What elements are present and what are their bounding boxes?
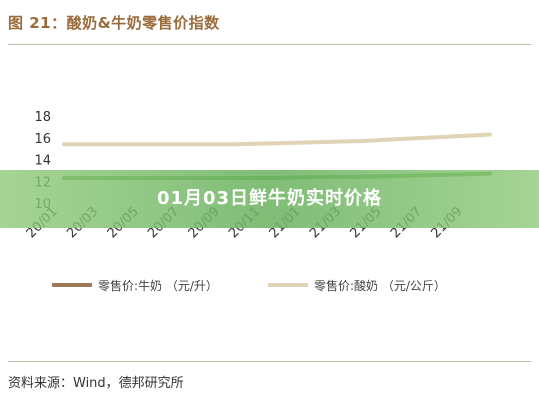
overlay-banner-text: 01月03日鲜牛奶实时价格: [156, 188, 383, 209]
y-tick-label: 16: [34, 132, 51, 147]
top-rule: [8, 44, 531, 45]
legend: 零售价:牛奶 （元/升） 零售价:酸奶 （元/公斤）: [52, 278, 446, 293]
legend-label-milk: 零售价:牛奶 （元/升）: [98, 278, 218, 293]
overlay-banner: [0, 170, 539, 228]
y-tick-label: 18: [34, 110, 51, 125]
series-line-yogurt: [62, 132, 492, 147]
bottom-rule: [8, 361, 531, 362]
legend-label-yogurt: 零售价:酸奶 （元/公斤）: [314, 278, 446, 293]
y-tick-label: 14: [34, 154, 51, 169]
source-note: 资料来源：Wind，德邦研究所: [8, 376, 184, 391]
figure-title: 图 21：酸奶&牛奶零售价指数: [8, 14, 220, 32]
